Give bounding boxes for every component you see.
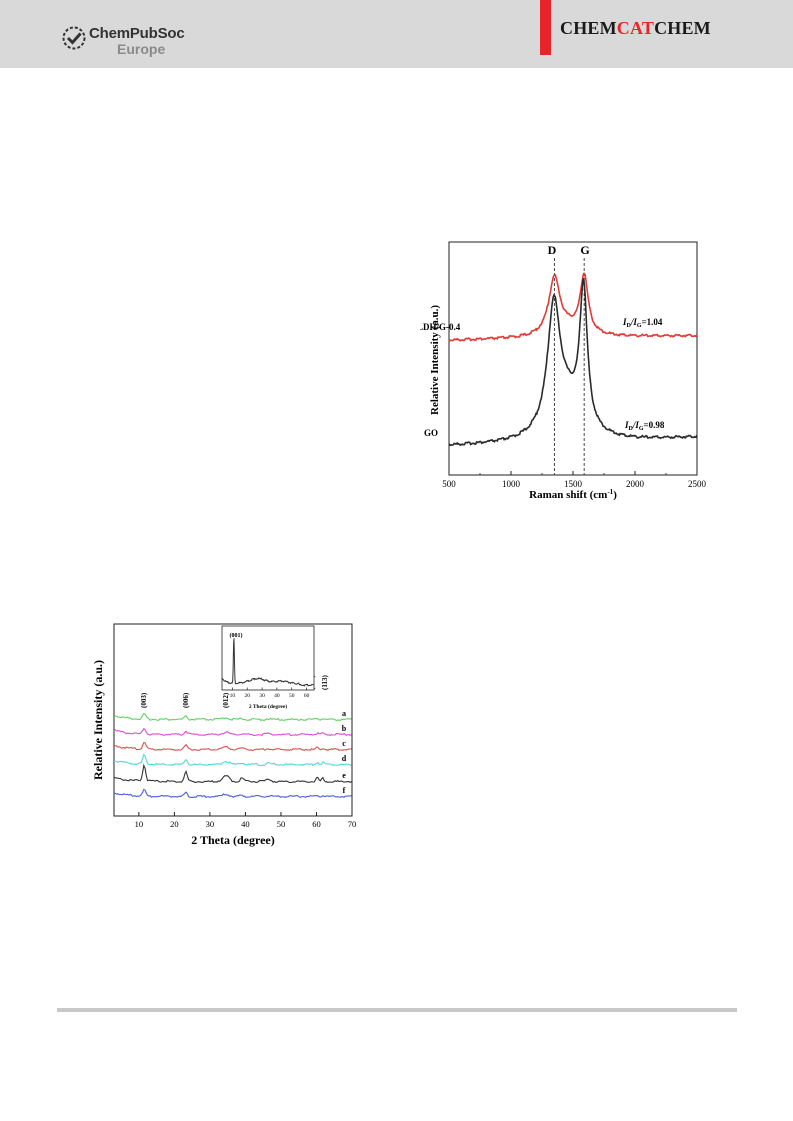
xrd-trace-f — [113, 788, 352, 799]
xrd-ticks: 10 20 30 40 50 60 70 — [135, 812, 357, 829]
xrd-peak-label-4: (113) — [321, 675, 329, 690]
raman-figure: 500 1000 1500 2000 2500 D G LDH/G-0.4 GO ID/… — [420, 241, 707, 501]
page-header: ChemPubSoc Europe CHEMCATCHEM — [0, 0, 793, 68]
raman-ratio-ldh: ID/IG=1.04 — [622, 317, 663, 329]
publisher-badge-icon — [62, 26, 86, 50]
raman-xtick-label-4: 2500 — [688, 479, 707, 489]
xrd-inset-xtick-label-5: 60 — [304, 693, 310, 699]
raman-xtick-label-0: 500 — [442, 479, 456, 489]
xrd-inset-frame — [221, 625, 315, 691]
xrd-xtick-label-4: 50 — [277, 819, 286, 829]
xrd-inset-xtick-label-3: 40 — [274, 693, 280, 699]
xrd-inset-ticks: 10 20 30 40 50 60 — [230, 687, 310, 699]
xrd-inset-xtick-label-4: 50 — [289, 693, 295, 699]
xrd-trace-b — [113, 727, 352, 737]
xrd-plot-frame — [113, 623, 353, 817]
xrd-trace-a — [113, 712, 352, 722]
publisher-brand: ChemPubSoc — [89, 25, 185, 42]
xrd-peak-label-2: (012) — [222, 692, 230, 708]
xrd-trace-c — [113, 741, 352, 752]
footer-rule — [57, 1008, 737, 1012]
xrd-ylabel: Relative Intensity (a.u.) — [91, 660, 105, 780]
raman-series-ldh-g-line — [448, 272, 698, 342]
xrd-xlabel: 2 Theta (degree) — [191, 833, 275, 847]
xrd-inset-xlabel: 2 Theta (degree) — [249, 703, 287, 710]
raman-plot-frame — [448, 241, 698, 476]
raman-xtick-label-2: 1500 — [564, 479, 583, 489]
raman-xtick-label-1: 1000 — [502, 479, 521, 489]
journal-accent-bar — [540, 0, 551, 55]
journal-part-3: CHEM — [654, 18, 711, 38]
xrd-traces — [113, 712, 352, 799]
xrd-xtick-label-5: 60 — [312, 819, 321, 829]
journal-part-1: CHEM — [560, 18, 617, 38]
xrd-inset-xtick-label-0: 10 — [230, 693, 236, 699]
journal-title: CHEMCATCHEM — [560, 18, 711, 39]
raman-peak-label-d: D — [548, 243, 557, 257]
xrd-trace-e — [113, 763, 352, 784]
xrd-peak-label-0: (003) — [140, 692, 148, 708]
raman-lines — [553, 258, 585, 475]
raman-series-go-line — [448, 277, 698, 447]
xrd-inset-xtick-label-1: 20 — [244, 693, 250, 699]
xrd-trace-d — [114, 753, 352, 767]
xrd-xtick-label-0: 10 — [135, 819, 144, 829]
xrd-inset-trace — [221, 638, 314, 687]
xrd-xtick-label-3: 40 — [241, 819, 250, 829]
raman-ylabel: Relative Intensity (a.u.) — [429, 305, 441, 415]
raman-series-name-ldh: LDH/G-0.4 — [420, 322, 461, 332]
raman-series-name-go: GO — [424, 428, 438, 438]
raman-xlabel: Raman shift (cm-1) — [529, 488, 617, 501]
xrd-series-label-a: a — [342, 709, 346, 718]
raman-ratio-go: ID/IG=0.98 — [624, 420, 665, 432]
xrd-series-label-e: e — [342, 771, 346, 780]
xrd-peak-label-1: (006) — [182, 692, 190, 708]
publisher-sub: Europe — [117, 41, 166, 57]
xrd-xtick-label-6: 70 — [348, 819, 357, 829]
xrd-series-label-c: c — [342, 739, 346, 748]
xrd-xtick-label-2: 30 — [206, 819, 215, 829]
xrd-series-label-d: d — [342, 754, 347, 763]
raman-ticks: 500 1000 1500 2000 2500 — [442, 471, 707, 489]
xrd-inset-peak-label: (001) — [230, 632, 243, 639]
xrd-series-label-f: f — [343, 786, 346, 795]
journal-part-2: CAT — [616, 18, 655, 38]
raman-xtick-label-3: 2000 — [626, 479, 645, 489]
xrd-inset-xtick-label-2: 30 — [259, 693, 265, 699]
raman-peak-label-g: G — [580, 243, 589, 257]
xrd-series-label-b: b — [342, 724, 347, 733]
xrd-xtick-label-1: 20 — [170, 819, 179, 829]
